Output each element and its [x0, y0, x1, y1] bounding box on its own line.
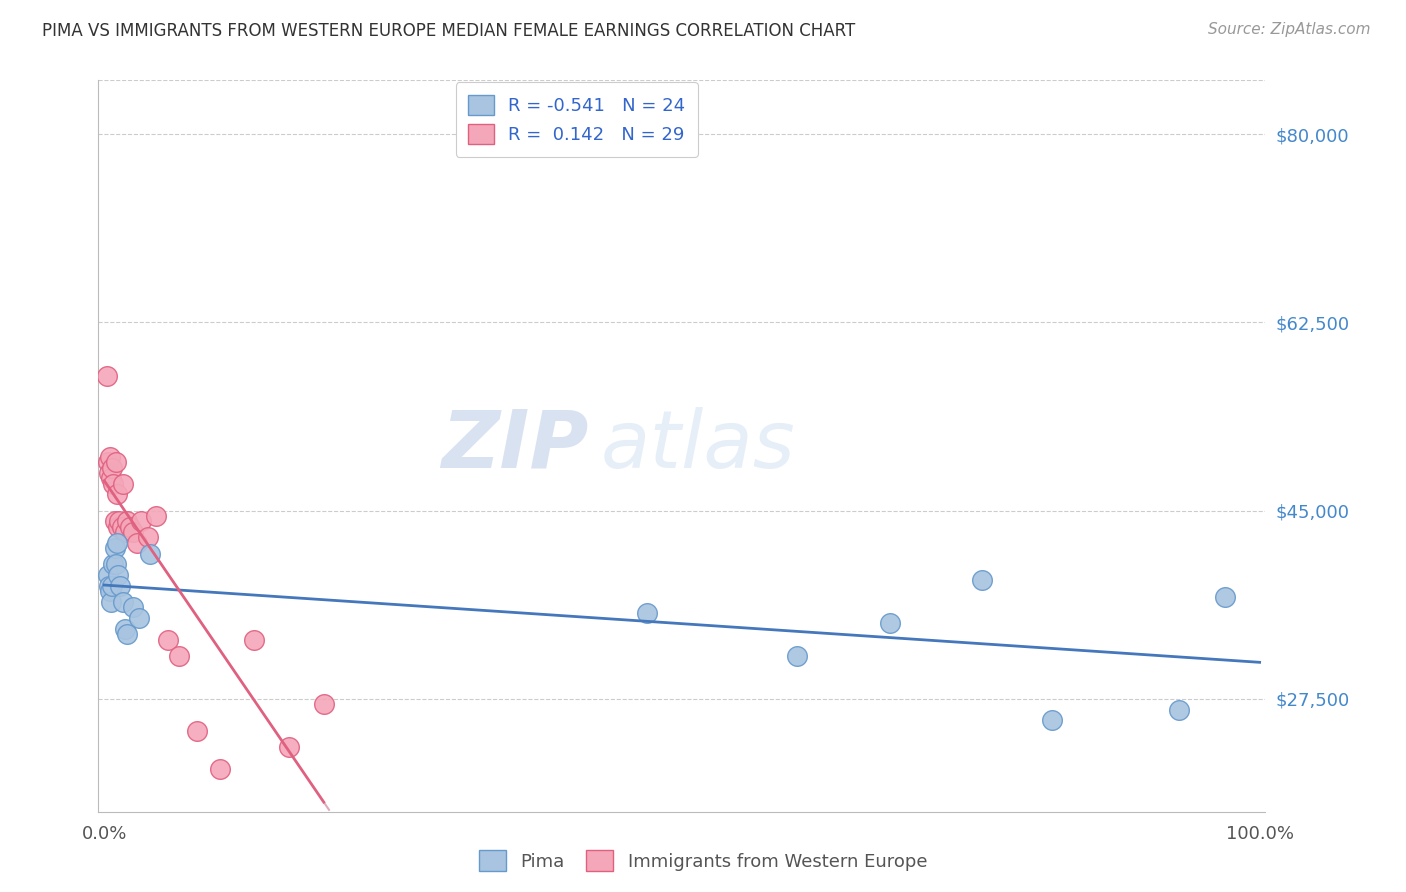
Point — [879, 616, 901, 631]
Point — [96, 369, 118, 384]
Point — [117, 514, 139, 528]
Point — [111, 595, 134, 609]
Point — [114, 524, 136, 539]
Point — [97, 579, 120, 593]
Point — [243, 632, 266, 647]
Point — [107, 568, 129, 582]
Point — [105, 536, 128, 550]
Point — [156, 632, 179, 647]
Point — [786, 648, 808, 663]
Point — [101, 579, 124, 593]
Text: ZIP: ZIP — [441, 407, 589, 485]
Point — [169, 648, 191, 663]
Point — [125, 536, 148, 550]
Point — [129, 514, 152, 528]
Legend: Pima, Immigrants from Western Europe: Pima, Immigrants from Western Europe — [471, 843, 935, 879]
Point — [104, 455, 127, 469]
Point — [136, 530, 159, 544]
Point — [111, 476, 134, 491]
Point — [114, 622, 136, 636]
Point — [117, 627, 139, 641]
Point — [110, 579, 132, 593]
Point — [108, 514, 131, 528]
Point — [110, 519, 132, 533]
Point — [100, 595, 122, 609]
Point — [139, 547, 162, 561]
Point — [1040, 714, 1063, 728]
Point — [105, 487, 128, 501]
Point — [104, 558, 127, 572]
Point — [97, 455, 120, 469]
Point — [97, 568, 120, 582]
Point — [98, 584, 121, 599]
Point — [101, 460, 124, 475]
Point — [107, 519, 129, 533]
Point — [122, 600, 145, 615]
Point — [103, 558, 125, 572]
Point — [636, 606, 658, 620]
Point — [145, 508, 167, 523]
Point — [1213, 590, 1236, 604]
Point — [278, 740, 301, 755]
Point — [98, 450, 121, 464]
Text: Source: ZipAtlas.com: Source: ZipAtlas.com — [1208, 22, 1371, 37]
Point — [122, 524, 145, 539]
Point — [100, 471, 122, 485]
Legend: R = -0.541   N = 24, R =  0.142   N = 29: R = -0.541 N = 24, R = 0.142 N = 29 — [456, 82, 697, 157]
Text: atlas: atlas — [600, 407, 794, 485]
Point — [103, 476, 125, 491]
Point — [972, 574, 994, 588]
Point — [312, 697, 335, 711]
Point — [118, 519, 141, 533]
Point — [128, 611, 150, 625]
Point — [186, 724, 208, 739]
Point — [104, 541, 127, 556]
Text: PIMA VS IMMIGRANTS FROM WESTERN EUROPE MEDIAN FEMALE EARNINGS CORRELATION CHART: PIMA VS IMMIGRANTS FROM WESTERN EUROPE M… — [42, 22, 855, 40]
Point — [104, 514, 127, 528]
Point — [208, 762, 231, 776]
Point — [97, 466, 120, 480]
Point — [1167, 702, 1189, 716]
